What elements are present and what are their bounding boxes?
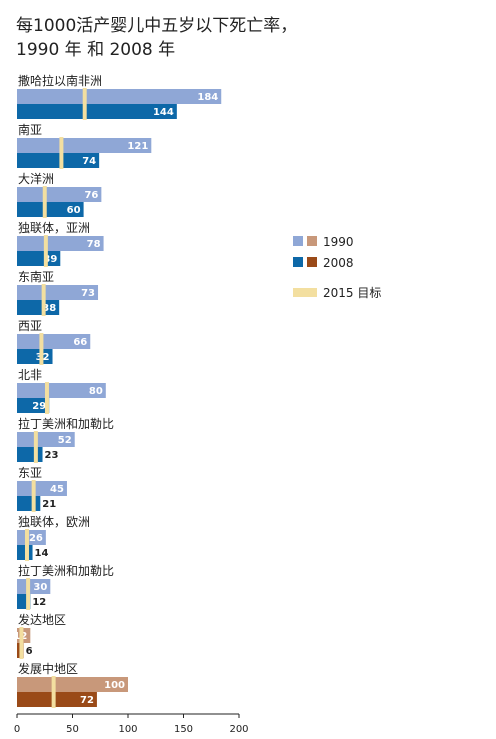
legend-label-2008: 2008 bbox=[323, 256, 354, 270]
bar-2008 bbox=[17, 447, 43, 462]
bar-2008-value: 21 bbox=[42, 499, 56, 510]
legend-swatch-2008-regional bbox=[293, 257, 303, 267]
legend-swatch-1990-aggregate bbox=[307, 236, 317, 246]
bar-1990 bbox=[17, 236, 104, 251]
bar-1990 bbox=[17, 481, 67, 496]
bar-2008-value: 6 bbox=[26, 646, 33, 657]
target-2015-marker bbox=[42, 186, 47, 218]
chart-title: 每1000活产婴儿中五岁以下死亡率， 1990 年 和 2008 年 bbox=[16, 14, 297, 62]
bar-1990-value: 66 bbox=[73, 337, 87, 348]
bar-2008-value: 12 bbox=[32, 597, 46, 608]
bar-2008 bbox=[17, 496, 41, 511]
bar-1990 bbox=[17, 285, 99, 300]
target-2015-marker bbox=[43, 235, 48, 267]
legend-label-target: 2015 目标 bbox=[323, 286, 381, 300]
category-label: 大洋洲 bbox=[18, 171, 54, 186]
bar-2008 bbox=[17, 692, 97, 707]
bar-1990-value: 30 bbox=[33, 582, 47, 593]
target-2015-marker bbox=[59, 137, 64, 169]
bar-1990 bbox=[17, 334, 91, 349]
bar-2008 bbox=[17, 202, 84, 217]
bar-1990 bbox=[17, 187, 102, 202]
category-label: 独联体，欧洲 bbox=[18, 515, 90, 529]
target-2015-marker bbox=[82, 88, 87, 120]
bar-2008-value: 72 bbox=[80, 695, 94, 706]
bar-1990-value: 100 bbox=[104, 680, 125, 691]
bar-1990 bbox=[17, 138, 152, 153]
legend-swatch-2008-aggregate bbox=[307, 257, 317, 267]
bar-1990-value: 121 bbox=[127, 141, 148, 152]
category-label: 拉丁美洲和加勒比 bbox=[18, 416, 114, 431]
bar-2008-value: 39 bbox=[43, 254, 57, 265]
bar-2008-value: 14 bbox=[35, 548, 49, 559]
category-label: 北非 bbox=[18, 368, 42, 382]
target-2015-marker bbox=[24, 529, 29, 561]
bar-1990-value: 184 bbox=[197, 92, 218, 103]
chart-title-line2: 1990 年 和 2008 年 bbox=[16, 40, 176, 60]
x-tick-label: 100 bbox=[118, 724, 137, 735]
bar-1990 bbox=[17, 383, 106, 398]
chart-title-line1: 每1000活产婴儿中五岁以下死亡率， bbox=[16, 16, 298, 36]
bar-2008-value: 23 bbox=[45, 450, 59, 461]
target-2015-marker bbox=[51, 676, 56, 708]
category-label: 东南亚 bbox=[18, 269, 54, 284]
bar-1990-value: 73 bbox=[81, 288, 95, 299]
category-label: 西亚 bbox=[18, 319, 42, 333]
bar-1990-value: 52 bbox=[58, 435, 72, 446]
x-tick-label: 200 bbox=[229, 724, 248, 735]
bar-1990 bbox=[17, 530, 46, 545]
bar-2008 bbox=[17, 398, 50, 413]
category-label: 南亚 bbox=[18, 122, 42, 137]
bar-1990-value: 45 bbox=[50, 484, 64, 495]
target-2015-marker bbox=[44, 382, 49, 414]
bar-1990-value: 76 bbox=[84, 190, 98, 201]
target-2015-marker bbox=[33, 431, 38, 463]
bar-1990 bbox=[17, 89, 222, 104]
bar-2008-value: 38 bbox=[42, 303, 56, 314]
category-label: 东亚 bbox=[18, 466, 42, 480]
category-label: 撒哈拉以南非洲 bbox=[18, 73, 102, 88]
category-label: 独联体，亚洲 bbox=[18, 221, 90, 235]
bar-2008 bbox=[17, 300, 60, 315]
category-label: 发展中地区 bbox=[18, 661, 78, 676]
bar-2008-value: 60 bbox=[67, 205, 81, 216]
target-2015-marker bbox=[41, 284, 46, 316]
target-2015-marker bbox=[39, 333, 44, 365]
category-label: 拉丁美洲和加勒比 bbox=[18, 563, 114, 578]
category-label: 发达地区 bbox=[18, 612, 66, 627]
target-2015-marker bbox=[19, 627, 24, 659]
target-2015-marker bbox=[26, 578, 31, 610]
bar-2008 bbox=[17, 251, 61, 266]
bar-2008 bbox=[17, 349, 53, 364]
bar-1990-value: 26 bbox=[29, 533, 43, 544]
x-tick-label: 150 bbox=[174, 724, 193, 735]
bar-2008 bbox=[17, 153, 100, 168]
bar-2008-value: 29 bbox=[32, 401, 46, 412]
bar-1990-value: 78 bbox=[87, 239, 101, 250]
bar-2008-value: 74 bbox=[82, 156, 96, 167]
bar-1990 bbox=[17, 579, 51, 594]
bar-2008 bbox=[17, 104, 177, 119]
bar-1990 bbox=[17, 677, 128, 692]
bar-2008-value: 144 bbox=[153, 107, 174, 118]
legend-swatch-target bbox=[293, 288, 317, 297]
x-tick-label: 0 bbox=[14, 724, 20, 735]
bar-2008 bbox=[17, 545, 33, 560]
legend-label-1990: 1990 bbox=[323, 235, 354, 249]
legend-swatch-1990-regional bbox=[293, 236, 303, 246]
bar-1990 bbox=[17, 432, 75, 447]
target-2015-marker bbox=[31, 480, 36, 512]
bar-1990-value: 80 bbox=[89, 386, 103, 397]
x-tick-label: 50 bbox=[66, 724, 79, 735]
